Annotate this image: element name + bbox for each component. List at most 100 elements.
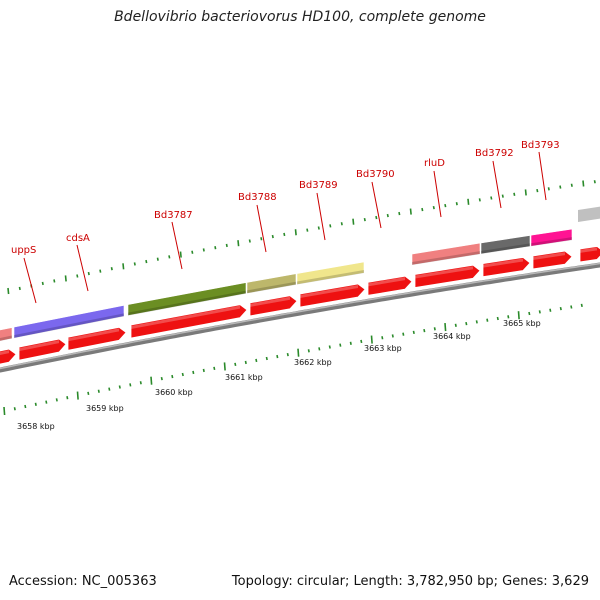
scale-tick-mark: [45, 400, 48, 404]
scale-tick-mark: [475, 320, 478, 324]
tick-mark: [329, 224, 332, 228]
gene-feature-track: [0, 206, 600, 342]
gene-label-uppS[interactable]: uppS: [11, 245, 36, 256]
scale-tick-mark: [580, 303, 583, 308]
scale-label-3661: 3661 kbp: [225, 373, 263, 382]
gene-label-Bd3790[interactable]: Bd3790: [356, 169, 395, 180]
cds-arrow: [18, 338, 67, 361]
scale-tick-mark: [181, 372, 184, 377]
scale-tick-mark: [34, 402, 37, 406]
tick-mark: [536, 188, 539, 193]
scale-tick-mark: [433, 327, 436, 331]
gene-bar-shade: [14, 313, 124, 339]
gene-label-Bd3793[interactable]: Bd3793: [521, 140, 560, 151]
scale-tick-mark: [129, 383, 132, 387]
tick-mark: [444, 203, 447, 208]
scale-tick-mark: [108, 387, 111, 391]
scale-label-3658: 3658 kbp: [17, 422, 55, 431]
backbone-line: [0, 262, 600, 373]
scale-tick-mark: [244, 360, 247, 365]
scale-tick-mark: [76, 391, 79, 400]
cds-arrow-highlight: [131, 305, 240, 330]
tick-mark: [260, 237, 263, 241]
scale-tick-mark: [192, 370, 195, 375]
scale-tick-mark: [118, 385, 121, 389]
scale-tick-mark: [213, 366, 216, 371]
topology-summary: Topology: circular; Length: 3,782,950 bp…: [231, 574, 589, 589]
cds-arrow: [532, 250, 573, 270]
label-leaders: [23, 151, 547, 304]
cds-arrow: [130, 304, 248, 339]
gene-bar-shade: [481, 243, 530, 254]
gene-label-Bd3788[interactable]: Bd3788: [238, 192, 277, 203]
scale-tick-mark: [202, 368, 205, 373]
tick-mark: [214, 246, 217, 250]
scale-tick-mark: [391, 334, 394, 338]
cds-arrow-track: [0, 246, 600, 365]
tick-mark: [41, 281, 44, 286]
tick-mark: [490, 196, 493, 200]
scale-tick-mark: [55, 398, 58, 402]
cds-arrow-highlight: [0, 350, 9, 356]
tick-mark: [76, 274, 79, 278]
leader-line: [538, 151, 547, 201]
scale-tick-mark: [570, 305, 573, 309]
gene-label-rluD[interactable]: rluD: [424, 158, 445, 169]
scale-tick-mark: [276, 354, 279, 359]
leader-line: [23, 257, 37, 304]
tick-mark: [122, 263, 125, 270]
scale-tick-mark: [496, 316, 499, 321]
tick-mark: [478, 198, 481, 202]
tick-mark: [18, 286, 21, 291]
scale-label-3665: 3665 kbp: [503, 319, 541, 328]
cds-arrow-highlight: [580, 247, 597, 253]
scale-tick-mark: [339, 343, 342, 347]
scale-tick-mark: [559, 306, 562, 311]
tick-mark: [87, 271, 90, 276]
cds-arrow-highlight: [250, 296, 290, 307]
gene-bar-Bd3792: [480, 235, 531, 255]
scale-tick-mark: [66, 396, 69, 400]
gene-bar-cdsA: [13, 304, 125, 339]
tick-mark: [133, 262, 136, 266]
leader-line: [256, 204, 267, 253]
tick-mark: [352, 218, 355, 225]
scale-tick-mark: [234, 362, 237, 367]
scale-tick-mark: [318, 347, 321, 351]
cds-arrow: [249, 295, 298, 317]
gene-label-Bd3789[interactable]: Bd3789: [299, 180, 338, 191]
gene-bar-Bd3787: [127, 282, 247, 316]
gene-bar-shade: [412, 251, 480, 266]
tick-mark: [421, 207, 424, 212]
gene-label-Bd3792[interactable]: Bd3792: [475, 148, 514, 159]
scale-tick-track: [3, 303, 583, 416]
tick-mark: [467, 198, 470, 205]
tick-mark: [64, 275, 67, 282]
cds-arrow: [482, 257, 531, 278]
cds-arrow-highlight: [368, 277, 405, 287]
tick-mark: [386, 213, 389, 218]
scale-tick-mark: [381, 336, 384, 340]
gene-label-cdsA[interactable]: cdsA: [66, 233, 90, 244]
cds-arrow: [579, 246, 600, 263]
backbone-highlight: [0, 262, 600, 370]
scale-tick-mark: [412, 330, 415, 335]
cds-arrow-highlight: [300, 285, 358, 298]
scale-tick-mark: [139, 381, 142, 385]
gene-bar-rluD: [411, 242, 481, 266]
tick-mark: [237, 240, 240, 247]
cds-arrow: [414, 264, 481, 289]
scale-tick-mark: [223, 362, 226, 371]
gene-bar-shade: [247, 281, 296, 294]
tick-mark: [547, 187, 550, 191]
cds-arrow-highlight: [19, 340, 59, 352]
tick-mark: [363, 217, 366, 222]
scale-tick-mark: [13, 407, 16, 411]
scale-label-3663: 3663 kbp: [364, 344, 402, 353]
scale-tick-mark: [297, 348, 300, 357]
gene-label-Bd3787[interactable]: Bd3787: [154, 210, 193, 221]
tick-mark: [398, 211, 401, 216]
scale-tick-mark: [444, 323, 447, 332]
scale-tick-mark: [465, 321, 468, 326]
